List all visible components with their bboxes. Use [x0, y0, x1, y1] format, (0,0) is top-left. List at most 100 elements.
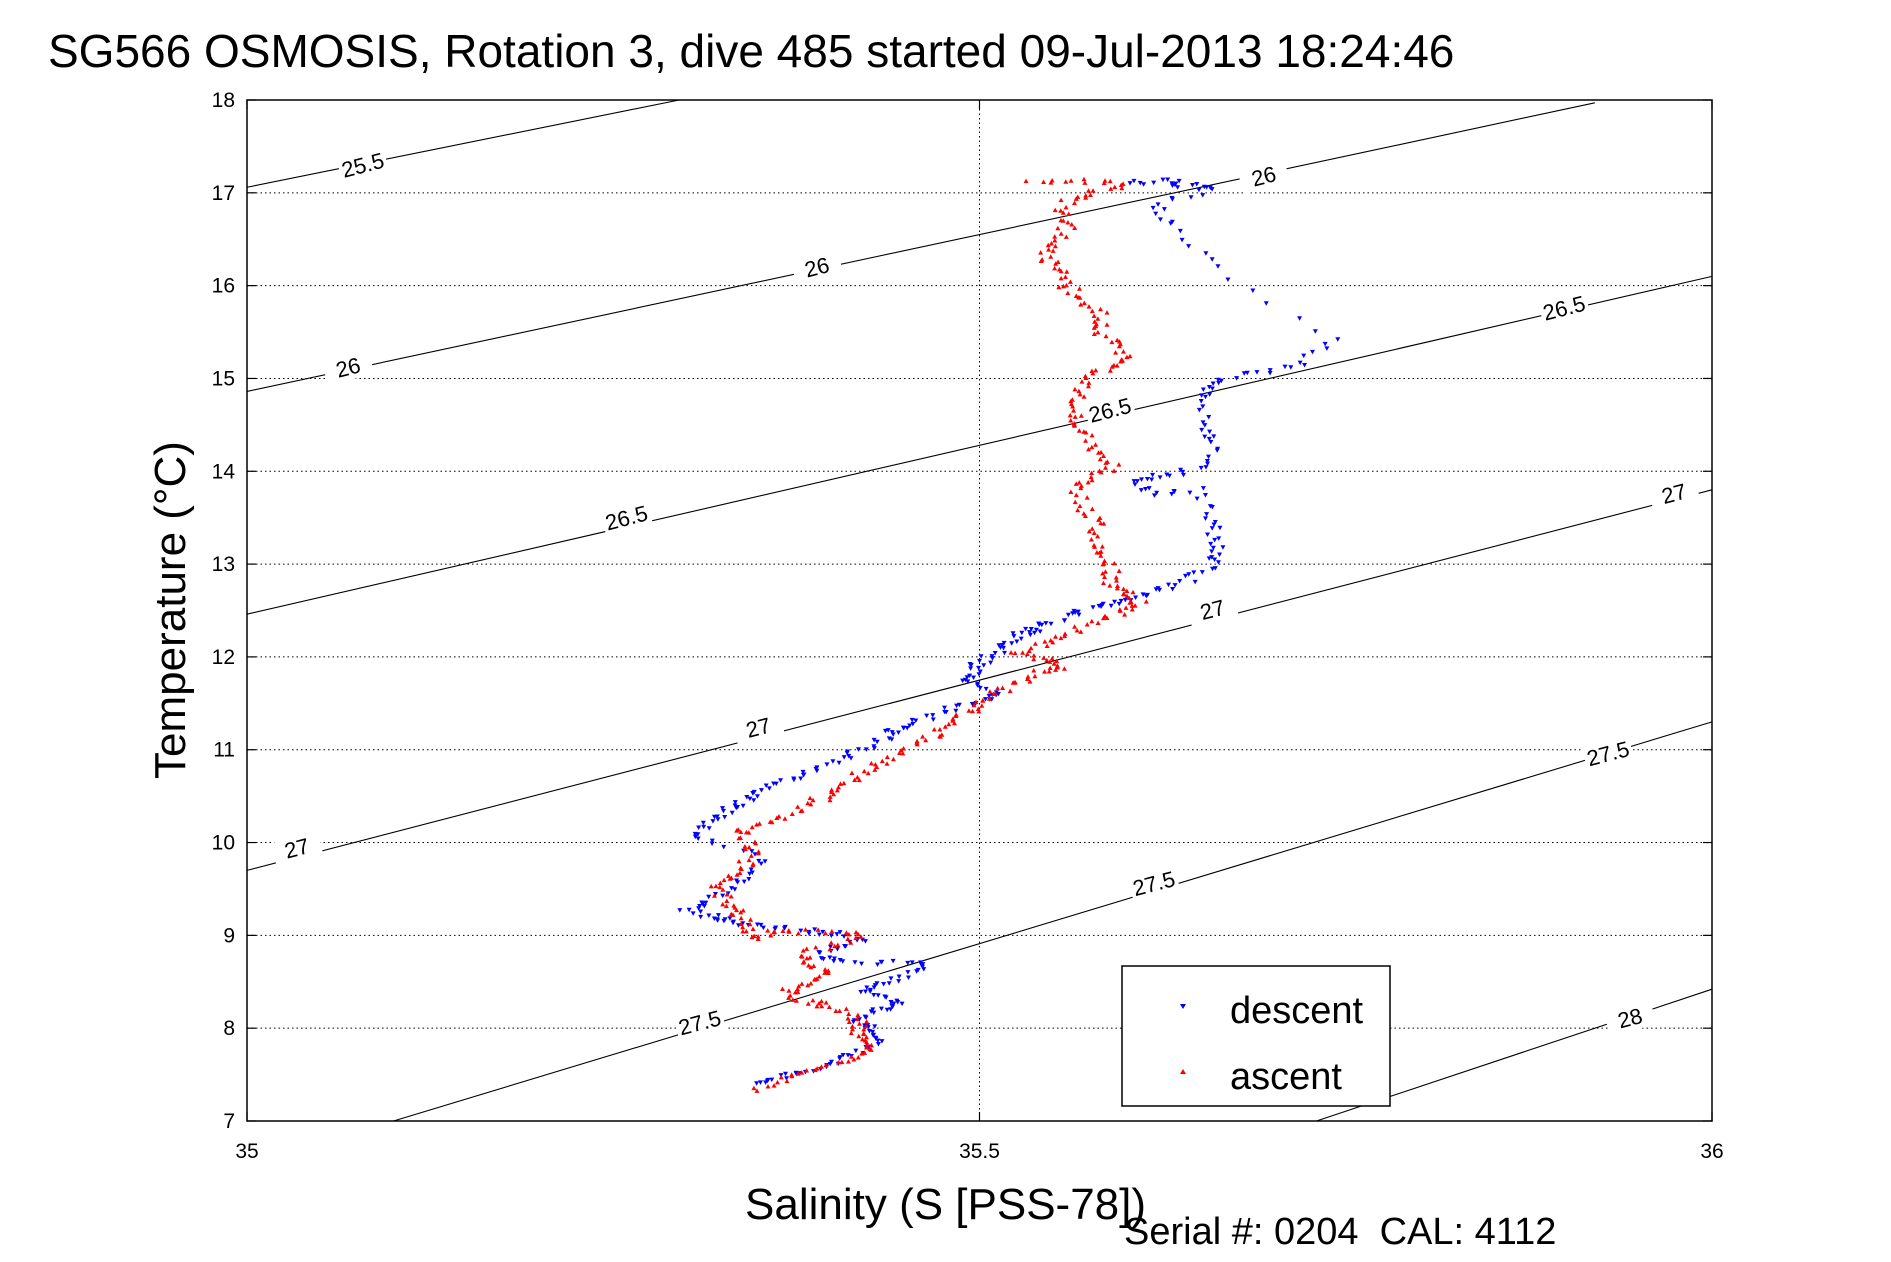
- data-point-ascent: [1025, 674, 1031, 679]
- data-point-ascent: [1100, 580, 1106, 586]
- data-point-ascent: [1058, 635, 1064, 641]
- data-point-descent: [871, 985, 877, 990]
- data-point-ascent: [795, 986, 801, 992]
- data-point-descent: [1198, 399, 1204, 404]
- data-point-ascent: [1026, 648, 1032, 654]
- data-point-ascent: [1122, 612, 1128, 617]
- data-point-ascent: [822, 967, 828, 972]
- data-point-ascent: [828, 940, 834, 945]
- data-point-descent: [1180, 469, 1186, 475]
- data-point-descent: [816, 950, 822, 955]
- data-point-descent: [866, 1029, 872, 1034]
- data-point-ascent: [1069, 397, 1075, 402]
- data-point-ascent: [827, 794, 833, 799]
- contour-label-bg: [1127, 866, 1181, 902]
- data-point-ascent: [737, 870, 743, 875]
- data-point-ascent: [1103, 333, 1109, 339]
- y-tick-label: 11: [213, 739, 235, 762]
- contour-label-bg: [1603, 1001, 1657, 1037]
- data-point-descent: [820, 957, 826, 962]
- data-point-descent: [882, 994, 888, 999]
- y-tick-label: 17: [212, 182, 235, 205]
- y-tick-label: 14: [212, 460, 236, 483]
- data-point-descent: [1141, 182, 1147, 187]
- data-point-ascent: [1041, 179, 1047, 184]
- legend-label-ascent: ascent: [1230, 1056, 1342, 1098]
- data-point-ascent: [1102, 613, 1108, 619]
- data-point-ascent: [1047, 659, 1053, 664]
- data-point-ascent: [799, 808, 805, 813]
- data-point-descent: [1200, 420, 1206, 425]
- data-point-ascent: [713, 883, 719, 889]
- data-point-descent: [896, 974, 902, 980]
- data-point-descent: [1216, 380, 1222, 386]
- data-point-descent: [874, 739, 880, 745]
- data-point-descent: [924, 713, 930, 719]
- data-point-descent: [1186, 572, 1192, 577]
- data-point-descent: [1210, 381, 1216, 387]
- data-point-ascent: [1010, 680, 1016, 685]
- data-point-descent: [1212, 566, 1218, 571]
- data-point-ascent: [734, 907, 740, 913]
- legend-marker-ascent: [1180, 1069, 1186, 1074]
- data-point-ascent: [1095, 316, 1101, 321]
- data-point-descent: [1014, 639, 1020, 645]
- contour-line-26-5: [246, 275, 1713, 615]
- data-point-descent: [760, 925, 766, 931]
- data-point-ascent: [1079, 379, 1085, 384]
- contour-label-text: 27.5: [676, 1005, 724, 1040]
- data-point-ascent: [1072, 386, 1078, 392]
- data-point-ascent: [1053, 261, 1059, 266]
- data-point-descent: [1002, 650, 1008, 656]
- data-point-ascent: [1081, 394, 1087, 399]
- data-point-ascent: [1104, 310, 1110, 315]
- data-point-descent: [798, 928, 804, 934]
- data-point-ascent: [769, 819, 775, 825]
- contour-label-bg: [732, 710, 785, 746]
- data-point-ascent: [1062, 274, 1068, 280]
- data-point-ascent: [1058, 275, 1064, 281]
- data-point-ascent: [1124, 593, 1130, 599]
- data-point-ascent: [1058, 208, 1064, 213]
- data-point-ascent: [1078, 485, 1084, 491]
- data-point-descent: [840, 1053, 846, 1058]
- data-point-ascent: [780, 928, 786, 933]
- data-point-ascent: [826, 1004, 832, 1009]
- data-point-ascent: [868, 760, 874, 766]
- data-point-ascent: [738, 909, 744, 915]
- data-point-ascent: [750, 862, 756, 868]
- data-point-ascent: [1124, 354, 1130, 360]
- data-point-ascent: [1039, 257, 1045, 262]
- data-point-descent: [715, 817, 721, 822]
- data-point-descent: [988, 660, 994, 666]
- data-point-ascent: [1089, 470, 1095, 476]
- data-point-ascent: [1129, 607, 1135, 612]
- contour-label: 26: [1237, 159, 1291, 195]
- data-point-descent: [875, 962, 881, 967]
- data-point-descent: [1324, 346, 1330, 351]
- data-point-ascent: [848, 1054, 854, 1059]
- data-point-descent: [899, 1001, 905, 1007]
- data-point-ascent: [1060, 210, 1066, 215]
- data-point-ascent: [827, 946, 833, 952]
- data-point-descent: [1143, 593, 1149, 599]
- data-point-ascent: [782, 816, 788, 821]
- data-points: [677, 176, 1341, 1093]
- data-point-ascent: [901, 745, 907, 751]
- data-point-descent: [1209, 386, 1215, 392]
- data-point-ascent: [1132, 603, 1138, 608]
- data-point-descent: [1263, 301, 1269, 306]
- data-point-ascent: [843, 930, 849, 935]
- data-point-ascent: [1062, 631, 1068, 636]
- data-point-descent: [1177, 578, 1183, 584]
- data-point-ascent: [771, 1083, 777, 1088]
- data-point-ascent: [731, 903, 737, 908]
- contour-label: 26.5: [600, 500, 653, 537]
- data-point-ascent: [849, 770, 855, 775]
- data-point-descent: [1335, 337, 1341, 342]
- data-point-ascent: [1007, 688, 1013, 694]
- data-point-ascent: [1063, 179, 1069, 184]
- data-point-ascent: [803, 927, 809, 932]
- data-point-descent: [836, 760, 842, 766]
- data-point-ascent: [784, 1078, 790, 1084]
